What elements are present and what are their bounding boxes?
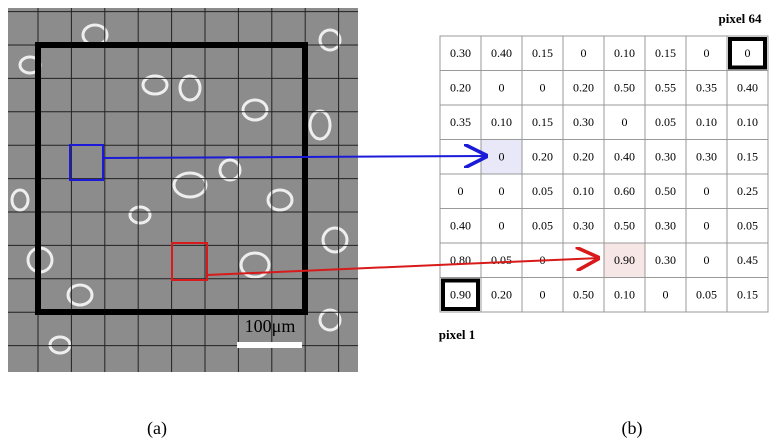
cell-value: 0 bbox=[663, 288, 669, 302]
cell-value: 0.30 bbox=[450, 46, 471, 60]
cell-value: 0.05 bbox=[532, 219, 553, 233]
cell-value: 0.50 bbox=[573, 288, 594, 302]
cell-value: 0.90 bbox=[614, 253, 635, 267]
cell-value: 0 bbox=[499, 81, 505, 95]
cell-value: 0 bbox=[704, 184, 710, 198]
cell-value: 0.20 bbox=[532, 150, 553, 164]
cell-value: 0.35 bbox=[696, 81, 717, 95]
cell-value: 0.05 bbox=[696, 288, 717, 302]
cell-value: 0.05 bbox=[655, 115, 676, 129]
cell-value: 0 bbox=[540, 288, 546, 302]
cell-value: 0.45 bbox=[737, 253, 758, 267]
cell-value: 0 bbox=[499, 150, 505, 164]
scale-bar bbox=[237, 342, 302, 348]
cell-value: 0 bbox=[458, 184, 464, 198]
cell-value: 0.50 bbox=[614, 219, 635, 233]
pixel-1-label: pixel 1 bbox=[439, 327, 475, 342]
cell-value: 0.40 bbox=[450, 219, 471, 233]
cell-value: 0.30 bbox=[573, 115, 594, 129]
cell-value: 0.05 bbox=[491, 253, 512, 267]
cell-value: 0.60 bbox=[614, 184, 635, 198]
micrograph: 100μm bbox=[8, 8, 358, 372]
cell-value: 0.40 bbox=[737, 81, 758, 95]
cell-value: 0.30 bbox=[655, 253, 676, 267]
cell-value: 0 bbox=[704, 219, 710, 233]
cell-value: 0.30 bbox=[696, 150, 717, 164]
cell-value: 0 bbox=[499, 184, 505, 198]
cell-value: 0.40 bbox=[614, 150, 635, 164]
cell-value: 0.30 bbox=[655, 150, 676, 164]
cell-value: 0.55 bbox=[655, 81, 676, 95]
cell-value: 0.25 bbox=[737, 184, 758, 198]
caption-b: (b) bbox=[622, 418, 643, 439]
cell-value: 0 bbox=[745, 46, 751, 60]
cell-value: 0.20 bbox=[491, 288, 512, 302]
cell-value: 0.05 bbox=[737, 219, 758, 233]
value-table: 0.30 0.40 0.15 0 0.10 0.15 0 0 0.20 0 0 0.20 0.50 0.5… bbox=[440, 36, 768, 312]
cell-value: 0.15 bbox=[532, 115, 553, 129]
cell-value: 0.30 bbox=[573, 219, 594, 233]
pixel-64-label: pixel 64 bbox=[719, 11, 762, 26]
cell-value: 0.15 bbox=[737, 150, 758, 164]
cell-value: 0.40 bbox=[491, 46, 512, 60]
cell-value: 0 bbox=[704, 46, 710, 60]
cell-value: 0.10 bbox=[614, 46, 635, 60]
cell-value: 0.10 bbox=[614, 288, 635, 302]
cell-value: 0.10 bbox=[491, 115, 512, 129]
cell-value: 0.20 bbox=[573, 150, 594, 164]
cell-value: 0.15 bbox=[737, 288, 758, 302]
cell-value: 0.20 bbox=[450, 81, 471, 95]
cell-value: 0.05 bbox=[532, 184, 553, 198]
cell-value: 0 bbox=[499, 219, 505, 233]
cell-value: 0 bbox=[581, 46, 587, 60]
cell-value: 0.10 bbox=[737, 115, 758, 129]
cell-value: 0 bbox=[622, 115, 628, 129]
cell-value: 0.50 bbox=[655, 184, 676, 198]
cell-value: 0.15 bbox=[655, 46, 676, 60]
cell-value: 0 bbox=[704, 253, 710, 267]
figure: 100μm 0.300.400.1500.100.15000.20000.200… bbox=[0, 0, 776, 446]
cell-value: 0 bbox=[540, 81, 546, 95]
cell-value: 0.10 bbox=[696, 115, 717, 129]
cell-value: 0.35 bbox=[450, 115, 471, 129]
cell-value: 0.50 bbox=[614, 81, 635, 95]
scale-label: 100μm bbox=[245, 316, 296, 336]
caption-a: (a) bbox=[147, 418, 167, 439]
cell-value: 0.90 bbox=[450, 288, 471, 302]
cell-value: 0.10 bbox=[573, 184, 594, 198]
cell-value: 0.15 bbox=[532, 46, 553, 60]
cell-value: 0.20 bbox=[573, 81, 594, 95]
cell-value: 0.30 bbox=[655, 219, 676, 233]
